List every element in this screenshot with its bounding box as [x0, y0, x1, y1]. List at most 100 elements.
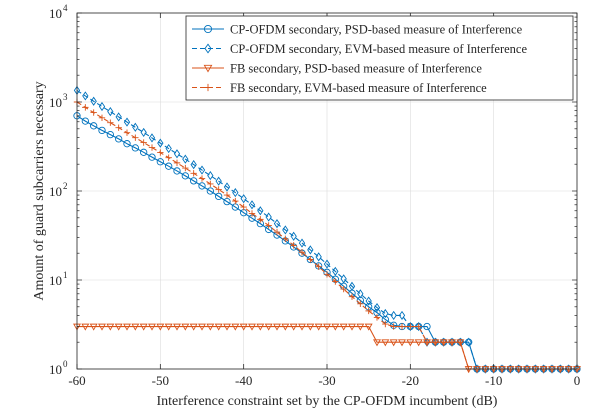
data-point [123, 117, 131, 127]
data-point [457, 339, 464, 346]
y-tick-exponent: 3 [63, 92, 68, 102]
x-tick-label: -60 [68, 373, 85, 388]
legend-item: CP-OFDM secondary, EVM-based measure of … [192, 42, 527, 56]
data-point [265, 212, 272, 222]
data-point [207, 180, 214, 188]
data-point [123, 140, 131, 148]
y-axis-label: Amount of guard subcarriers necessary [32, 81, 47, 300]
data-point [173, 167, 181, 175]
x-tick-label: -10 [485, 373, 502, 388]
legend-box [185, 15, 574, 101]
data-point [348, 323, 356, 331]
data-point [407, 323, 414, 330]
x-tick-label: 0 [574, 373, 581, 388]
data-point [364, 323, 373, 331]
data-point [81, 117, 89, 125]
x-tick-label: -30 [318, 373, 335, 388]
data-point [323, 259, 331, 269]
data-point [223, 191, 231, 199]
data-point [148, 133, 156, 143]
data-point [81, 323, 90, 331]
x-tick-label: -50 [152, 373, 169, 388]
data-point [165, 154, 172, 161]
legend-label: CP-OFDM secondary, EVM-based measure of … [230, 42, 527, 56]
data-point [256, 323, 265, 331]
data-point [223, 197, 231, 206]
data-point [198, 175, 206, 182]
data-point [414, 339, 423, 347]
data-point [131, 323, 140, 331]
data-point [107, 119, 114, 126]
tick-marks [76, 12, 578, 370]
data-point [214, 323, 223, 331]
data-point [240, 194, 247, 204]
data-point [281, 323, 290, 331]
data-point [240, 203, 247, 211]
y-tick-label: 10 [49, 6, 62, 21]
data-point [182, 154, 189, 164]
data-point [106, 130, 114, 139]
data-point [323, 271, 331, 278]
data-point [257, 206, 264, 216]
y-tick-label: 10 [49, 273, 62, 288]
data-point [203, 64, 213, 73]
data-point [440, 339, 447, 346]
data-point [157, 138, 164, 148]
data-point [282, 225, 289, 235]
x-tick-label: -20 [402, 373, 419, 388]
data-point [182, 164, 189, 172]
data-point [115, 124, 122, 131]
data-point [373, 339, 381, 347]
legend-label: FB secondary, PSD-based measure of Inter… [230, 62, 482, 76]
legend: CP-OFDM secondary, PSD-based measure of … [185, 15, 574, 101]
data-point [131, 144, 139, 152]
data-point [273, 219, 281, 229]
data-point [265, 222, 272, 229]
data-point [90, 96, 97, 106]
y-tick-exponent: 2 [63, 181, 68, 191]
data-point [223, 323, 231, 331]
data-point [382, 320, 389, 328]
y-tick-exponent: 1 [63, 270, 68, 280]
data-point [98, 114, 106, 121]
data-point [107, 107, 114, 117]
data-point [231, 323, 240, 331]
data-point [198, 165, 206, 175]
data-point [398, 323, 406, 330]
data-point [115, 112, 122, 122]
data-point [173, 159, 181, 167]
y-tick-label: 10 [49, 362, 62, 377]
data-point [148, 153, 156, 161]
data-point [207, 170, 214, 181]
data-point [204, 43, 212, 54]
y-tick-exponent: 4 [63, 3, 68, 13]
data-point [82, 104, 89, 111]
data-point [340, 274, 347, 284]
data-point [157, 149, 164, 156]
data-point [315, 252, 322, 262]
data-point [189, 323, 198, 331]
data-point [323, 323, 331, 331]
data-point [198, 323, 206, 331]
data-point [282, 235, 289, 243]
data-point [331, 323, 340, 331]
data-point [373, 314, 381, 321]
data-point [273, 323, 281, 331]
data-point [223, 182, 231, 192]
y-tick-label: 10 [49, 95, 62, 110]
data-point [289, 323, 298, 331]
data-point [307, 256, 314, 263]
data-point [389, 339, 398, 347]
data-point [248, 210, 256, 217]
data-point [106, 323, 115, 331]
data-point [407, 321, 414, 332]
data-point [356, 323, 365, 331]
data-point [140, 127, 147, 138]
data-point [306, 323, 315, 331]
data-point [390, 323, 397, 330]
data-point [232, 197, 239, 205]
data-point [273, 228, 281, 236]
data-point [298, 323, 306, 331]
data-point [348, 293, 356, 300]
data-point [415, 321, 422, 332]
